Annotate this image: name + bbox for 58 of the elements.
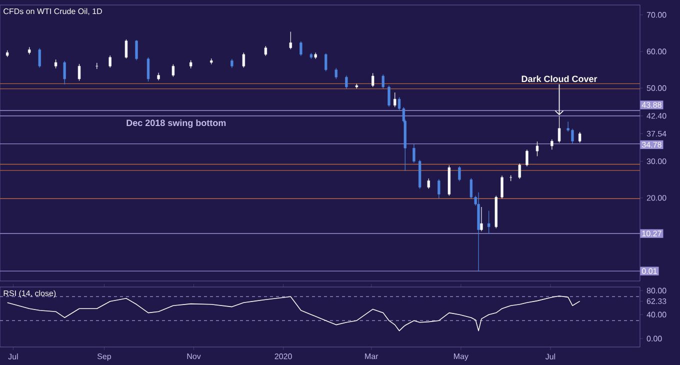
candlestick	[394, 92, 396, 108]
candlestick	[550, 139, 554, 150]
x-tick-label: May	[454, 354, 468, 361]
candlestick	[172, 64, 175, 78]
candlestick	[388, 85, 390, 108]
candlestick	[412, 143, 416, 164]
y-tick-label: 80.00	[646, 288, 666, 294]
candlestick	[382, 74, 384, 89]
candlestick	[108, 55, 112, 68]
candlestick	[38, 48, 41, 68]
y-tick-label: 50.00	[646, 85, 666, 91]
y-tick-label: 70.00	[646, 12, 666, 18]
x-tick-label: Jul	[545, 354, 556, 360]
y-tick-label: 0.00	[646, 336, 662, 342]
candlestick	[78, 64, 81, 82]
candlestick	[500, 175, 504, 199]
y-tick-label: 40.00	[646, 312, 666, 318]
candlestick	[438, 178, 440, 199]
candlestick	[334, 68, 338, 80]
x-tick-label: Mar	[365, 354, 378, 360]
candlestick	[518, 163, 521, 180]
ref-line-label: 0.01	[642, 268, 657, 274]
candlestick	[264, 46, 268, 56]
candlestick	[536, 141, 539, 156]
annotation: Dec 2018 swing bottom	[126, 119, 226, 128]
ref-line-label: 34.78	[642, 142, 662, 148]
candlestick	[324, 53, 328, 72]
candlestick	[146, 57, 150, 82]
candlestick	[242, 52, 245, 68]
y-tick-label: 62.33	[646, 298, 666, 304]
y-tick-label: 30.00	[646, 158, 666, 164]
candlestick	[487, 210, 490, 234]
candlestick	[289, 31, 292, 50]
candlestick	[480, 206, 483, 232]
x-tick-label: Nov	[187, 354, 201, 360]
annotation: Dark Cloud Cover	[522, 75, 598, 82]
candlestick	[124, 39, 128, 59]
candlestick	[345, 75, 348, 90]
chart-title: RSI (14, close)	[4, 290, 56, 298]
ref-line-label: 10.27	[642, 230, 662, 236]
candlestick	[135, 40, 138, 61]
candlestick	[458, 166, 461, 182]
candlestick	[372, 72, 374, 88]
candlestick	[427, 178, 430, 190]
y-tick-label: 42.40	[646, 113, 666, 119]
chart-title: CFDs on WTI Crude Oil, 1D	[4, 8, 102, 16]
x-tick-label: 2020	[274, 354, 292, 360]
y-tick-label: 60.00	[646, 48, 666, 54]
candlestick	[63, 60, 66, 85]
candlestick	[230, 58, 234, 68]
ref-line-label: 43.88	[642, 102, 662, 108]
candlestick	[300, 40, 302, 56]
x-tick-label: Sep	[97, 354, 111, 361]
x-tick-label: Jul	[8, 354, 18, 360]
candlestick	[578, 132, 582, 143]
y-tick-label: 37.54	[646, 130, 666, 137]
candlestick	[526, 149, 528, 167]
y-tick-label: 20.00	[646, 195, 666, 201]
